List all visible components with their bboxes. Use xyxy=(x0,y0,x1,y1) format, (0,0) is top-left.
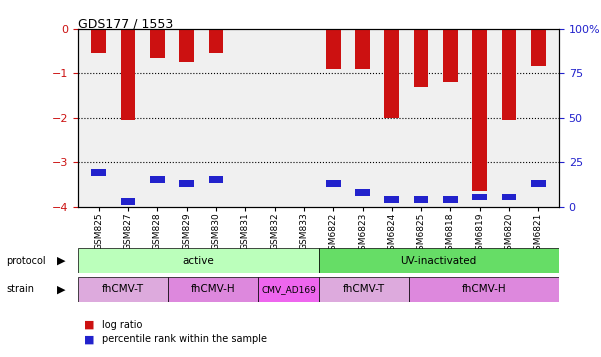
Text: ■: ■ xyxy=(84,334,94,344)
Text: UV-inactivated: UV-inactivated xyxy=(401,256,477,266)
Bar xyxy=(472,193,487,200)
Text: percentile rank within the sample: percentile rank within the sample xyxy=(102,334,267,344)
FancyBboxPatch shape xyxy=(258,277,319,302)
Bar xyxy=(150,176,165,182)
Bar xyxy=(209,29,223,53)
Text: fhCMV-T: fhCMV-T xyxy=(102,284,144,294)
Bar xyxy=(443,29,458,82)
Bar xyxy=(209,176,223,182)
Bar xyxy=(472,29,487,191)
Bar xyxy=(326,29,341,69)
Text: protocol: protocol xyxy=(6,256,46,266)
Bar xyxy=(355,189,370,196)
FancyBboxPatch shape xyxy=(78,248,319,273)
Text: fhCMV-H: fhCMV-H xyxy=(462,284,506,294)
Bar xyxy=(502,193,516,200)
Bar xyxy=(414,29,429,86)
Bar xyxy=(531,180,546,187)
Bar xyxy=(179,29,194,62)
Text: fhCMV-H: fhCMV-H xyxy=(191,284,236,294)
Bar xyxy=(385,29,399,118)
Bar xyxy=(326,180,341,187)
Text: GDS177 / 1553: GDS177 / 1553 xyxy=(78,18,173,31)
Text: strain: strain xyxy=(6,284,34,294)
Text: CMV_AD169: CMV_AD169 xyxy=(261,285,316,294)
Bar xyxy=(121,198,135,205)
Text: log ratio: log ratio xyxy=(102,320,142,330)
FancyBboxPatch shape xyxy=(409,277,559,302)
FancyBboxPatch shape xyxy=(319,277,409,302)
Bar xyxy=(531,29,546,66)
Bar xyxy=(150,29,165,57)
Text: ■: ■ xyxy=(84,320,94,330)
Text: ▶: ▶ xyxy=(57,284,66,294)
Bar xyxy=(385,196,399,203)
Bar xyxy=(91,169,106,176)
FancyBboxPatch shape xyxy=(168,277,258,302)
Text: fhCMV-T: fhCMV-T xyxy=(343,284,385,294)
Bar xyxy=(355,29,370,69)
Bar xyxy=(443,196,458,203)
FancyBboxPatch shape xyxy=(319,248,559,273)
Bar xyxy=(121,29,135,120)
Bar xyxy=(91,29,106,53)
Text: ▶: ▶ xyxy=(57,256,66,266)
Text: active: active xyxy=(183,256,214,266)
Bar xyxy=(179,180,194,187)
FancyBboxPatch shape xyxy=(78,277,168,302)
Bar xyxy=(414,196,429,203)
Bar xyxy=(502,29,516,120)
